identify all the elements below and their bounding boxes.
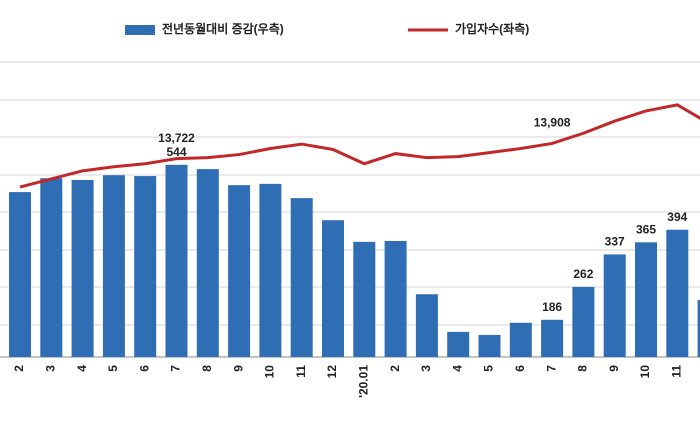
x-tick-label: '20.01 — [356, 365, 370, 398]
x-tick-label: 3 — [419, 365, 433, 372]
bar — [71, 179, 94, 357]
bar — [322, 220, 344, 357]
x-tick-label: 12 — [325, 365, 339, 379]
legend-label: 전년동월대비 증감(우측) — [162, 21, 284, 36]
bar — [290, 198, 313, 357]
x-tick-label: 4 — [450, 365, 464, 372]
x-tick-label: 11 — [294, 365, 308, 378]
bar — [447, 331, 470, 357]
bar — [603, 254, 626, 357]
data-label: 365 — [636, 222, 656, 236]
legend-swatch — [125, 25, 155, 35]
data-label: 186 — [542, 300, 562, 314]
data-label: 13,722 — [158, 131, 195, 145]
bar — [478, 334, 501, 357]
bar — [259, 183, 282, 357]
x-tick-label: 9 — [231, 365, 245, 372]
x-tick-label: 2 — [388, 365, 402, 372]
x-tick-label: 11 — [669, 365, 683, 378]
legend-label: 가입자수(좌측) — [455, 21, 529, 36]
bar — [384, 240, 407, 357]
bar — [572, 286, 595, 357]
x-tick-label: 6 — [137, 365, 151, 372]
x-tick-label: 2 — [12, 365, 26, 372]
x-tick-label: 3 — [43, 365, 57, 372]
bar — [353, 241, 376, 357]
x-tick-label: 5 — [482, 365, 496, 372]
x-tick-label: 4 — [75, 365, 89, 372]
x-tick-label: 7 — [544, 365, 558, 372]
bar — [415, 294, 438, 357]
bar — [541, 319, 564, 357]
data-label: 544 — [166, 145, 186, 159]
bar — [509, 322, 532, 357]
x-tick-label: 10 — [638, 365, 652, 379]
data-label: 337 — [605, 235, 625, 249]
data-label: 262 — [573, 267, 593, 281]
bar — [9, 192, 31, 357]
x-tick-label: 7 — [169, 365, 183, 372]
x-tick-label: 9 — [607, 365, 621, 372]
x-tick-label: 8 — [200, 365, 214, 372]
x-tick-label: 10 — [263, 365, 277, 379]
line — [19, 103, 700, 189]
bar — [134, 176, 157, 357]
data-label: 394 — [667, 210, 687, 224]
bar — [102, 175, 125, 357]
bar — [228, 185, 251, 357]
bar — [697, 299, 700, 357]
bar — [635, 242, 657, 357]
x-tick-label: 6 — [513, 365, 527, 372]
data-label: 13,908 — [534, 116, 571, 130]
bar — [165, 164, 188, 357]
bar — [666, 229, 689, 357]
bar — [196, 169, 219, 357]
x-tick-label: 5 — [106, 365, 120, 372]
bar — [40, 178, 63, 357]
x-tick-label: 8 — [576, 365, 590, 372]
